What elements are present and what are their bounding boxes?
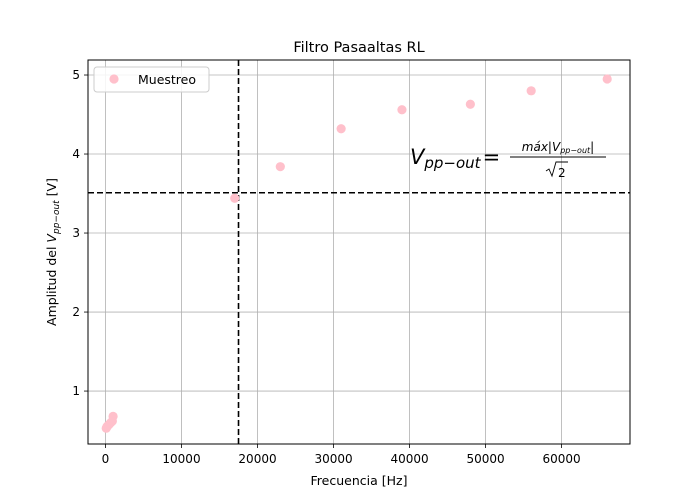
formula-num-sub: pp−out (559, 146, 591, 155)
formula-lhs: Vpp−out= (410, 145, 500, 172)
legend-box (93, 66, 210, 93)
x-tick-label: 0 (102, 452, 110, 466)
x-tick-label: 10000 (162, 452, 200, 466)
data-point (602, 74, 612, 84)
legend-marker (109, 74, 119, 84)
data-point (336, 124, 346, 134)
data-point (465, 99, 475, 109)
data-point (397, 105, 407, 115)
y-axis-label: Amplitud del Vpp−out [V] (44, 178, 62, 326)
x-tick-label: 50000 (466, 452, 504, 466)
data-point (230, 193, 240, 203)
y-axis-label-var: V (44, 233, 59, 243)
formula-equals: = (483, 145, 501, 169)
y-axis-label-suffix: [V] (44, 178, 59, 200)
formula-annotation: Vpp−out= máx|Vpp−out| 2 (410, 140, 606, 180)
grid (88, 60, 630, 444)
y-tick-label: 5 (72, 68, 80, 82)
x-axis-label: Frecuencia [Hz] (311, 473, 408, 488)
formula-lhs-sub: pp−out (423, 154, 481, 172)
y-tick-label: 4 (72, 147, 80, 161)
plot-frame (87, 59, 631, 445)
formula-num-prefix: máx|V (522, 140, 561, 154)
chart-title: Filtro Pasaaltas RL (293, 40, 424, 56)
data-point (526, 86, 536, 96)
x-axis-ticks: 0 10000 20000 30000 40000 50000 60000 (102, 444, 581, 466)
x-tick-label: 30000 (314, 452, 352, 466)
formula-sqrt-sign (545, 161, 568, 178)
legend: Muestreo (93, 66, 210, 93)
x-tick-label: 40000 (390, 452, 428, 466)
y-axis-label-prefix: Amplitud del (44, 243, 59, 326)
formula-numerator: máx|Vpp−out| (522, 140, 594, 155)
y-tick-label: 2 (72, 305, 80, 319)
formula-denominator: 2 (558, 166, 566, 180)
data-point (275, 162, 285, 172)
y-axis-label-sub: pp−out (52, 200, 62, 235)
y-tick-label: 3 (72, 226, 80, 240)
formula-num-suffix: | (590, 140, 594, 154)
x-tick-label: 20000 (238, 452, 276, 466)
y-axis-ticks: 1 2 3 4 5 (72, 68, 88, 398)
data-points (101, 74, 612, 433)
formula-lhs-var: V (410, 145, 426, 169)
data-point (108, 411, 118, 421)
x-tick-label: 60000 (542, 452, 580, 466)
legend-label: Muestreo (138, 72, 196, 87)
reference-lines (88, 60, 630, 444)
y-tick-label: 1 (72, 384, 80, 398)
